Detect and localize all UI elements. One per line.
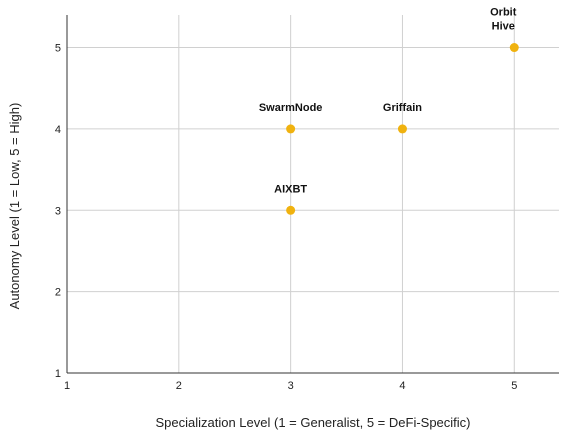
point-labels: SwarmNode Griffain AIXBT Orbit Hive bbox=[259, 7, 517, 196]
x-tick-label: 2 bbox=[176, 380, 182, 392]
x-tick-label: 3 bbox=[288, 380, 294, 392]
tick-labels: 1 2 3 4 5 1 2 3 4 5 bbox=[55, 43, 517, 392]
point-label: AIXBT bbox=[274, 183, 307, 195]
data-point bbox=[286, 124, 296, 134]
y-axis-title: Autonomy Level (1 = Low, 5 = High) bbox=[7, 103, 22, 310]
y-tick-label: 4 bbox=[55, 124, 61, 136]
point-label: SwarmNode bbox=[259, 102, 323, 114]
grid bbox=[67, 15, 559, 373]
point-label: Griffain bbox=[383, 102, 422, 114]
y-tick-label: 1 bbox=[55, 368, 61, 380]
x-tick-label: 5 bbox=[511, 380, 517, 392]
data-point bbox=[397, 124, 407, 134]
data-point bbox=[509, 43, 519, 53]
y-tick-label: 3 bbox=[55, 205, 61, 217]
point-label: Orbit Hive bbox=[490, 7, 517, 33]
x-axis-title: Specialization Level (1 = Generalist, 5 … bbox=[155, 415, 470, 430]
y-tick-label: 2 bbox=[55, 287, 61, 299]
x-tick-label: 1 bbox=[64, 380, 70, 392]
y-tick-label: 5 bbox=[55, 43, 61, 55]
axes bbox=[66, 15, 559, 374]
data-point bbox=[286, 205, 296, 215]
data-points bbox=[286, 43, 519, 215]
x-tick-label: 4 bbox=[399, 380, 405, 392]
